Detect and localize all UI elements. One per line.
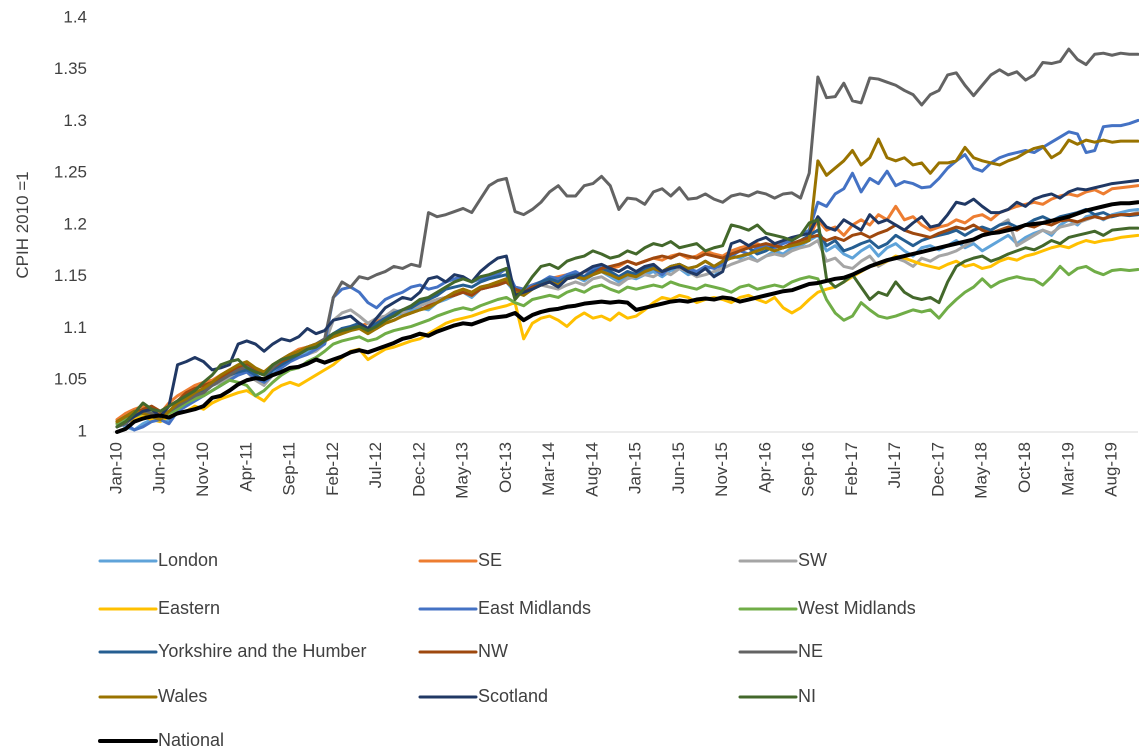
legend-label: SE [478,550,502,570]
legend-label: National [158,730,224,750]
y-tick-label: 1.05 [54,370,87,389]
x-tick-label: Feb-12 [323,442,342,496]
series-line [115,200,1139,434]
x-tick-label: Mar-19 [1058,442,1077,496]
legend-label: Eastern [158,598,220,618]
x-tick-label: Jul-12 [366,442,385,488]
x-tick-label: Nov-10 [193,442,212,497]
x-tick-label: May-13 [453,442,472,499]
x-tick-label: Oct-18 [1015,442,1034,493]
series-line [115,218,1139,429]
x-tick-label: Nov-15 [712,442,731,497]
legend-label: Yorkshire and the Humber [158,641,366,661]
y-tick-label: 1.2 [63,214,87,233]
y-tick-label: 1 [78,421,87,440]
series-line [115,137,1139,424]
legend-label: NW [478,641,508,661]
legend-label: NE [798,641,823,661]
x-tick-label: Jul-17 [885,442,904,488]
x-tick-label: Dec-17 [928,442,947,497]
series-line [115,264,1139,426]
x-tick-label: Jan-10 [106,442,125,494]
x-tick-label: Apr-16 [755,442,774,493]
x-tick-label: Oct-13 [496,442,515,493]
legend-label: SW [798,550,827,570]
x-tick-label: May-18 [972,442,991,499]
y-axis-label: CPIH 2010 =1 [13,171,32,278]
x-tick-label: Sep-16 [799,442,818,497]
y-tick-label: 1.25 [54,163,87,182]
legend-label: NI [798,686,816,706]
y-tick-label: 1.4 [63,7,87,26]
x-tick-label: Feb-17 [842,442,861,496]
series-line [115,178,1139,429]
series-line [115,233,1139,426]
x-tick-label: Apr-11 [236,442,255,492]
y-tick-label: 1.1 [63,318,87,337]
x-tick-label: Aug-19 [1102,442,1121,497]
series-line [115,207,1139,424]
x-tick-label: Dec-12 [409,442,428,497]
legend-label: West Midlands [798,598,916,618]
x-tick-label: Mar-14 [539,442,558,496]
x-tick-label: Jun-15 [669,442,688,494]
x-tick-label: Jan-15 [626,442,645,494]
legend-label: Wales [158,686,207,706]
y-tick-label: 1.35 [54,59,87,78]
legend-label: Scotland [478,686,548,706]
y-tick-label: 1.15 [54,266,87,285]
x-tick-label: Aug-14 [582,442,601,497]
y-tick-label: 1.3 [63,111,87,130]
legend-label: East Midlands [478,598,591,618]
legend-label: London [158,550,218,570]
series-line [115,207,1139,432]
x-tick-label: Jun-10 [150,442,169,494]
x-tick-label: Sep-11 [280,442,299,496]
